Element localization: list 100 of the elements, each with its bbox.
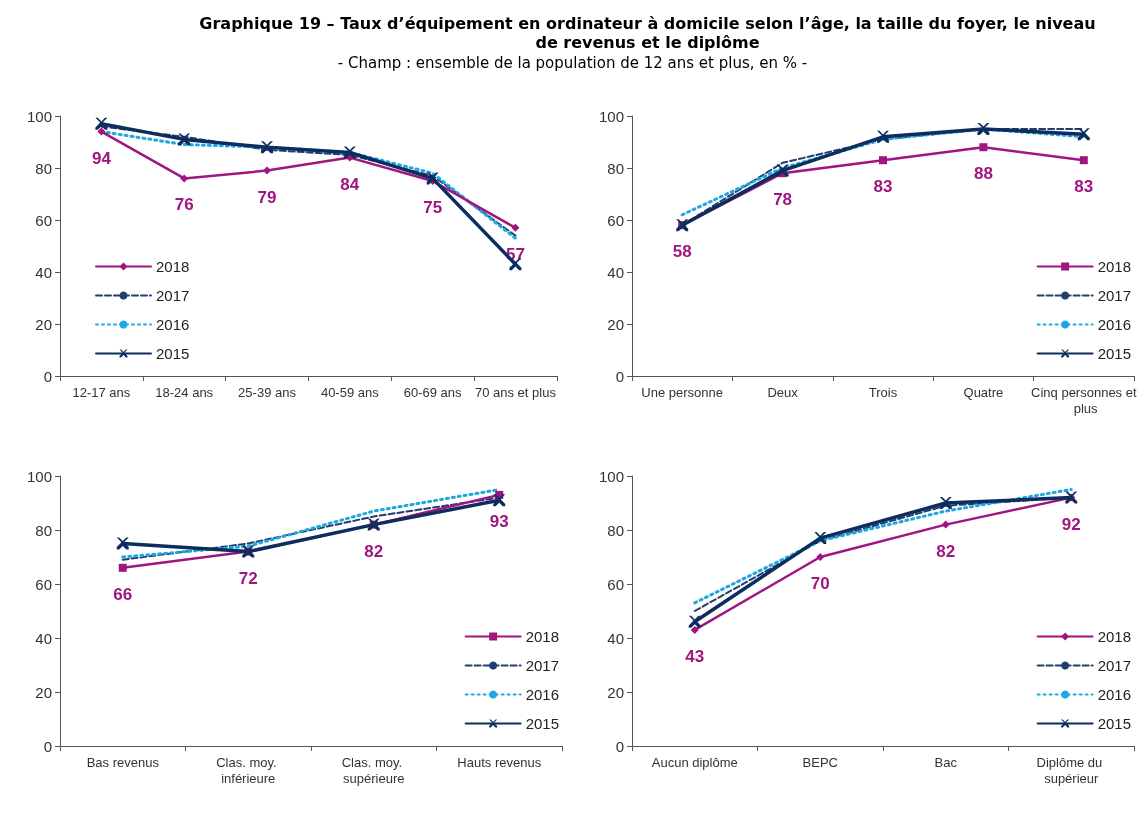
x-tick-label: Cinq personnes et plus bbox=[1031, 384, 1137, 416]
point bbox=[263, 166, 272, 175]
x-tick-label: 60-69 ans bbox=[403, 384, 463, 400]
point bbox=[261, 141, 274, 154]
x-tick-label: 70 ans et plus bbox=[474, 384, 557, 400]
y-tick-label: 0 bbox=[615, 737, 624, 755]
x-tick-label: BEPC bbox=[802, 754, 838, 770]
y-tick-label: 100 bbox=[598, 107, 624, 125]
x-tick-label: 18-24 ans bbox=[155, 384, 214, 400]
y-tick-label: 60 bbox=[35, 211, 52, 229]
y-tick-label: 0 bbox=[43, 737, 52, 755]
legend-label: 2016 bbox=[1097, 686, 1132, 703]
legend-label: 2018 bbox=[1097, 628, 1132, 645]
point bbox=[426, 172, 439, 185]
point bbox=[877, 130, 889, 143]
x-tick-label: Une personne bbox=[641, 384, 724, 400]
legend-label: 2017 bbox=[1097, 287, 1132, 304]
data-label: 66 bbox=[113, 584, 133, 604]
point bbox=[97, 127, 106, 136]
point bbox=[816, 553, 825, 561]
data-label: 93 bbox=[489, 511, 509, 531]
legend-label: 2015 bbox=[156, 345, 190, 362]
x-tick-label: Bac bbox=[934, 754, 958, 770]
data-label: 88 bbox=[973, 164, 993, 184]
legend-label: 2017 bbox=[525, 657, 560, 674]
point bbox=[977, 123, 990, 135]
data-label: 82 bbox=[364, 541, 384, 561]
data-label: 79 bbox=[257, 187, 277, 207]
point bbox=[939, 497, 952, 509]
point bbox=[116, 537, 129, 550]
chart-subtitle: - Champ : ensemble de la population de 12 ans et plus, en % - bbox=[336, 54, 809, 72]
legend-label: 2016 bbox=[525, 686, 560, 703]
data-label: 83 bbox=[873, 177, 893, 197]
point bbox=[688, 615, 701, 628]
data-label: 94 bbox=[91, 148, 112, 168]
x-tick-label: Clas. moy. supérieure bbox=[341, 754, 406, 786]
y-tick-label: 40 bbox=[607, 263, 624, 281]
y-tick-label: 60 bbox=[607, 575, 624, 593]
legend-label: 2016 bbox=[1097, 316, 1132, 333]
legend-label: 2015 bbox=[525, 715, 560, 732]
y-tick-label: 60 bbox=[607, 211, 624, 229]
y-tick-label: 40 bbox=[35, 629, 52, 647]
y-tick-label: 20 bbox=[607, 683, 624, 701]
legend-label: 2018 bbox=[156, 258, 190, 275]
x-tick-label: 25-39 ans bbox=[238, 384, 297, 400]
point bbox=[690, 625, 699, 634]
y-tick-label: 60 bbox=[35, 575, 52, 593]
y-tick-label: 100 bbox=[26, 467, 52, 485]
legend-label: 2016 bbox=[156, 316, 190, 333]
point bbox=[493, 494, 506, 507]
y-tick-label: 80 bbox=[35, 159, 52, 177]
data-label: 78 bbox=[773, 190, 793, 210]
data-label: 76 bbox=[174, 195, 194, 215]
y-tick-label: 80 bbox=[607, 159, 624, 177]
x-tick-label: Quatre bbox=[963, 384, 1004, 400]
x-tick-label: 12-17 ans bbox=[72, 384, 131, 400]
data-label: 72 bbox=[238, 568, 258, 588]
point bbox=[1077, 128, 1090, 141]
legend-label: 2017 bbox=[156, 287, 190, 304]
y-tick-label: 40 bbox=[607, 629, 624, 647]
legend-label: 2018 bbox=[525, 628, 560, 645]
data-label: 70 bbox=[810, 574, 830, 593]
y-tick-label: 0 bbox=[43, 367, 52, 385]
point bbox=[118, 563, 127, 572]
y-tick-label: 20 bbox=[607, 315, 624, 333]
data-label: 43 bbox=[685, 646, 705, 666]
y-tick-label: 0 bbox=[615, 367, 624, 385]
point bbox=[178, 133, 191, 146]
legend-label: 2015 bbox=[1097, 345, 1132, 362]
y-tick-label: 40 bbox=[35, 263, 52, 281]
data-label: 84 bbox=[340, 174, 360, 194]
x-tick-label: Trois bbox=[868, 384, 898, 400]
x-tick-label: Diplôme du supérieur bbox=[1036, 754, 1106, 786]
point bbox=[511, 223, 520, 232]
data-label: 58 bbox=[672, 242, 692, 262]
x-tick-label: Hauts revenus bbox=[457, 754, 542, 770]
point bbox=[776, 164, 789, 177]
y-tick-label: 20 bbox=[35, 315, 52, 333]
y-tick-label: 80 bbox=[35, 521, 52, 539]
legend-label: 2017 bbox=[1097, 657, 1132, 674]
point bbox=[343, 146, 356, 159]
text: Graphique 19 – Taux d’équipement en ordinateur à domicile selon l’âge, la taille du foyer, le niveau de revenus et le diplôme bbox=[198, 14, 1097, 52]
x-tick-label: Clas. moy. inférieure bbox=[216, 754, 281, 786]
point bbox=[180, 174, 189, 183]
x-tick-label: Aucun diplôme bbox=[651, 754, 738, 770]
data-label: 83 bbox=[1074, 177, 1094, 197]
point bbox=[95, 117, 108, 130]
data-label: 75 bbox=[423, 198, 443, 217]
point bbox=[979, 143, 988, 152]
y-tick-label: 20 bbox=[35, 683, 52, 701]
x-tick-label: Bas revenus bbox=[86, 754, 160, 770]
legend-label: 2015 bbox=[1097, 715, 1132, 732]
legend-label: 2018 bbox=[1097, 258, 1132, 275]
point bbox=[879, 156, 887, 165]
data-label: 92 bbox=[1061, 514, 1081, 534]
point bbox=[1079, 156, 1088, 165]
y-tick-label: 80 bbox=[607, 521, 624, 539]
point bbox=[941, 520, 950, 529]
x-tick-label: 40-59 ans bbox=[320, 384, 380, 400]
x-tick-label: Deux bbox=[767, 384, 799, 400]
